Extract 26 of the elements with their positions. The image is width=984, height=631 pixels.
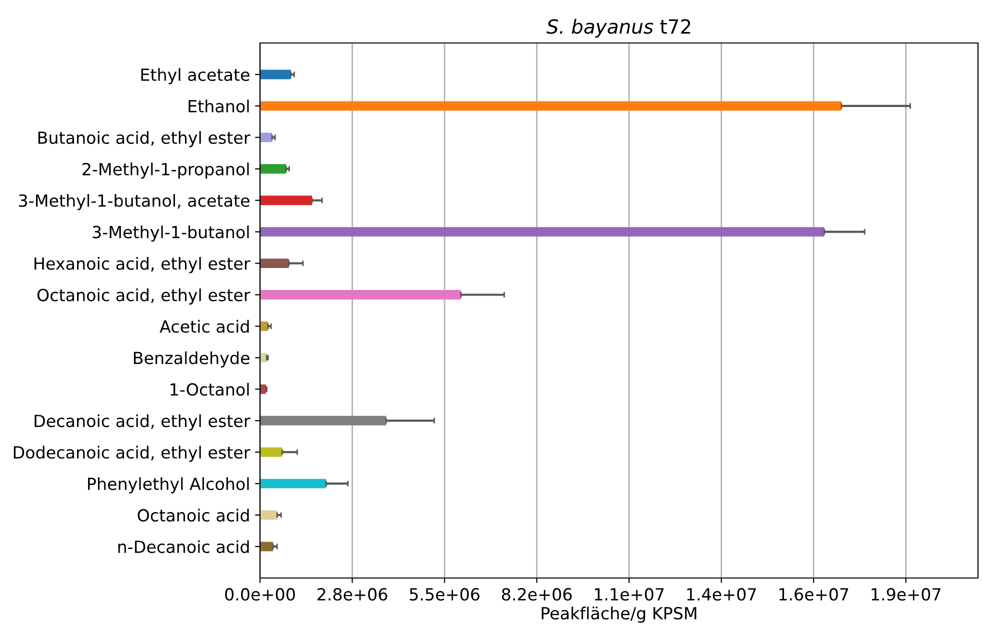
y-tick-label: Decanoic acid, ethyl ester [34, 414, 250, 430]
y-tick-label: Ethyl acetate [141, 68, 250, 84]
x-tick-label: 1.9e+07 [872, 588, 940, 601]
x-tick-label: 8.2e+06 [502, 588, 572, 601]
y-tick-label: 2-Methyl-1-propanol [82, 162, 249, 179]
y-tick-label: 3-Methyl-1-butanol, acetate [19, 194, 250, 210]
y-tick-label: Hexanoic acid, ethyl ester [34, 256, 250, 274]
chart-title: S. bayanus t72 [546, 18, 690, 38]
y-tick-label: 3-Methyl-1-butanol [92, 225, 249, 242]
y-tick-label: Butanoic acid, ethyl ester [38, 131, 250, 148]
y-tick-label: Ethanol [188, 100, 249, 113]
y-tick-label: Octanoic acid [138, 508, 249, 522]
y-tick-label: 1-Octanol [170, 382, 249, 396]
x-tick-label: 1.4e+07 [687, 588, 756, 601]
y-tick-label: Octanoic acid, ethyl ester [37, 288, 250, 305]
y-tick-label: n-Decanoic acid [118, 540, 249, 554]
y-tick-label: Phenylethyl Alcohol [88, 477, 249, 494]
x-axis-title: Peakfläche/g KPSM [542, 606, 696, 623]
x-tick-label: 0.0e+00 [225, 588, 295, 601]
x-tick-label: 5.5e+06 [410, 588, 480, 601]
x-tick-label: 1.1e+07 [594, 588, 664, 601]
y-tick-label: Dodecanoic acid, ethyl ester [14, 446, 250, 462]
x-tick-label: 1.6e+07 [779, 588, 848, 601]
x-tick-label: 2.8e+06 [318, 588, 388, 601]
y-tick-label: Acetic acid [160, 320, 249, 333]
y-tick-label: Benzaldehyde [134, 351, 250, 368]
